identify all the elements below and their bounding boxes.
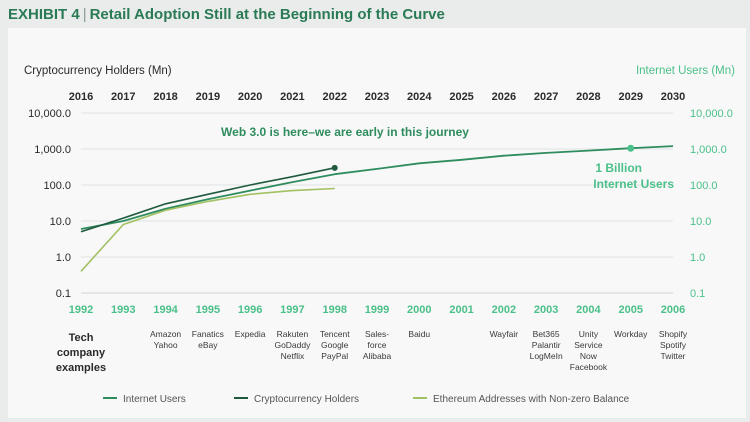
legend-crypto-holders-label: Cryptocurrency Holders [254, 394, 359, 405]
series-internet-users-line [80, 145, 674, 230]
adoption-chart: Cryptocurrency Holders (Mn) Internet User… [24, 65, 735, 405]
bottom-year-1996: 1996 [238, 304, 262, 316]
company-1994-0: Amazon [150, 329, 181, 339]
bottom-year-2005: 2005 [618, 304, 642, 316]
series-crypto-holders-line [80, 167, 335, 233]
bottom-year-1993: 1993 [111, 304, 135, 316]
company-1995-1: eBay [198, 340, 218, 350]
company-1998-1: Google [321, 340, 349, 350]
company-1998-2: PayPal [321, 351, 348, 361]
top-year-2017: 2017 [111, 91, 135, 103]
legend-internet-users-label: Internet Users [123, 394, 186, 405]
right-axis-title: Internet Users (Mn) [636, 65, 735, 77]
left-tick-5: 0.1 [56, 288, 71, 300]
top-year-2019: 2019 [196, 91, 220, 103]
bottom-year-2000: 2000 [407, 304, 431, 316]
left-axis-title: Cryptocurrency Holders (Mn) [24, 65, 172, 77]
top-year-2030: 2030 [661, 91, 685, 103]
title-separator: | [82, 6, 87, 23]
left-tick-1: 1,000.0 [34, 144, 71, 156]
chart-panel: Cryptocurrency Holders (Mn) Internet User… [8, 28, 746, 418]
company-1999-1: force [368, 340, 387, 350]
tech-label-line-1: company [57, 347, 106, 359]
right-tick-3: 10.0 [690, 216, 711, 228]
series-ethereum-addresses-line [80, 187, 335, 272]
right-tick-2: 100.0 [690, 180, 718, 192]
exhibit-title: EXHIBIT 4 | Retail Adoption Still at the B… [8, 6, 445, 23]
right-tick-5: 0.1 [690, 288, 705, 300]
billion-users-marker [627, 144, 635, 152]
billion-annotation-line1: 1 Billion [595, 161, 642, 175]
legend-ethereum-addresses-label: Ethereum Addresses with Non-zero Balance [433, 394, 630, 405]
bottom-year-1998: 1998 [322, 304, 346, 316]
company-2003-2: LogMeIn [530, 351, 563, 361]
bottom-year-1997: 1997 [280, 304, 304, 316]
bottom-year-1994: 1994 [153, 304, 178, 316]
top-year-2025: 2025 [449, 91, 473, 103]
exhibit-label: EXHIBIT 4 [8, 6, 80, 23]
company-1997-1: GoDaddy [274, 340, 311, 350]
bottom-year-2004: 2004 [576, 304, 601, 316]
bottom-year-2006: 2006 [661, 304, 685, 316]
top-year-2018: 2018 [153, 91, 177, 103]
company-2002-0: Wayfair [490, 329, 519, 339]
right-tick-1: 1,000.0 [690, 144, 727, 156]
tech-label-line-0: Tech [69, 332, 94, 344]
company-2003-0: Bet365 [533, 329, 560, 339]
company-2000-0: Baidu [408, 329, 430, 339]
left-tick-2: 100.0 [43, 180, 71, 192]
right-tick-4: 1.0 [690, 252, 705, 264]
company-2006-1: Spotify [660, 340, 687, 350]
company-1995-0: Fanatics [192, 329, 224, 339]
left-tick-0: 10,000.0 [28, 108, 71, 120]
company-2004-3: Facebook [570, 362, 608, 372]
bottom-year-1992: 1992 [69, 304, 93, 316]
company-2006-0: Shopify [659, 329, 688, 339]
company-1996-0: Expedia [235, 329, 266, 339]
left-tick-4: 1.0 [56, 252, 71, 264]
top-year-2021: 2021 [280, 91, 304, 103]
top-year-2023: 2023 [365, 91, 389, 103]
billion-annotation-line2: Internet Users [593, 177, 674, 191]
company-1998-0: Tencent [320, 329, 350, 339]
top-year-2022: 2022 [322, 91, 346, 103]
company-2004-2: Now [580, 351, 598, 361]
chart-title: Retail Adoption Still at the Beginning o… [89, 6, 445, 23]
company-2005-0: Workday [614, 329, 648, 339]
top-year-2026: 2026 [492, 91, 516, 103]
company-1994-1: Yahoo [154, 340, 178, 350]
top-year-2029: 2029 [618, 91, 642, 103]
top-year-2016: 2016 [69, 91, 93, 103]
company-2004-0: Unity [579, 329, 599, 339]
company-2003-1: Palantir [532, 340, 561, 350]
bottom-year-1999: 1999 [365, 304, 389, 316]
company-1997-2: Netflix [281, 351, 305, 361]
crypto-2022-marker [331, 164, 338, 171]
company-1997-0: Rakuten [277, 329, 309, 339]
bottom-year-2001: 2001 [449, 304, 473, 316]
top-year-2027: 2027 [534, 91, 558, 103]
tech-label-line-2: examples [56, 362, 106, 374]
top-year-2028: 2028 [576, 91, 600, 103]
bottom-year-2003: 2003 [534, 304, 558, 316]
company-1999-2: Alibaba [363, 351, 392, 361]
web3-annotation: Web 3.0 is here–we are early in this jou… [221, 125, 469, 139]
company-2004-1: Service [574, 340, 603, 350]
bottom-year-2002: 2002 [492, 304, 516, 316]
bottom-year-1995: 1995 [196, 304, 220, 316]
company-1999-0: Sales- [365, 329, 389, 339]
company-2006-2: Twitter [660, 351, 685, 361]
top-year-2020: 2020 [238, 91, 262, 103]
left-tick-3: 10.0 [50, 216, 71, 228]
top-year-2024: 2024 [407, 91, 432, 103]
right-tick-0: 10,000.0 [690, 108, 733, 120]
